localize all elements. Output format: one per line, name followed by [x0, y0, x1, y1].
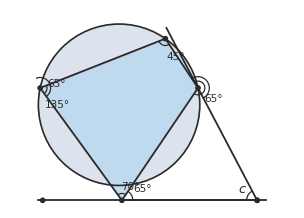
Text: c: c: [238, 183, 245, 196]
Circle shape: [120, 198, 124, 203]
Text: 45°: 45°: [166, 53, 185, 62]
Polygon shape: [40, 39, 198, 200]
Circle shape: [255, 198, 259, 203]
Text: 70°: 70°: [121, 182, 139, 192]
Circle shape: [40, 198, 45, 203]
Text: 65°: 65°: [133, 184, 152, 194]
Text: 65°: 65°: [47, 79, 65, 89]
Text: 65°: 65°: [204, 94, 223, 104]
Circle shape: [255, 198, 259, 203]
Circle shape: [196, 86, 200, 90]
Circle shape: [38, 24, 200, 186]
Circle shape: [38, 86, 42, 90]
Circle shape: [163, 37, 168, 41]
Text: 135°: 135°: [45, 100, 70, 110]
